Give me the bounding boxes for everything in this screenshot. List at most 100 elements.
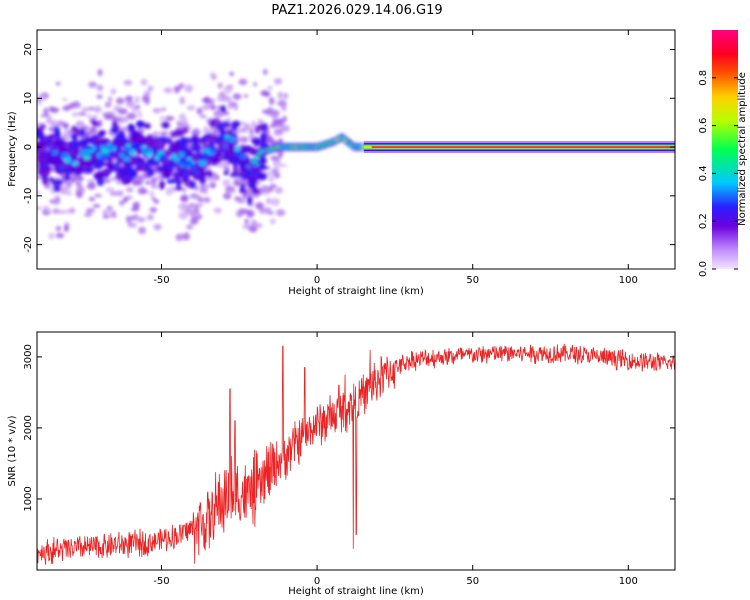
snr-panel: -50 0 50 100 1000 2000 3000 Height of straigh… <box>7 331 676 597</box>
spectrogram-y-label: Frequency (Hz) <box>7 111 18 187</box>
spectrogram-cell <box>94 160 103 170</box>
spectrogram-marks <box>37 68 675 242</box>
spectrogram-cell <box>230 171 238 178</box>
spectrogram-x-tick-label: -50 <box>153 275 169 286</box>
snr-y-axis: 1000 2000 3000 <box>23 344 675 512</box>
snr-x-tick-label: 0 <box>314 576 320 587</box>
spectrogram-cell <box>238 159 246 169</box>
spectrogram-cell <box>223 192 232 200</box>
spectrogram-cell <box>45 206 50 213</box>
spectrogram-cell <box>109 210 117 216</box>
spectrogram-cell <box>137 187 147 195</box>
spectrogram-cell <box>120 178 131 185</box>
spectrogram-cell <box>271 168 280 174</box>
spectrogram-cell <box>179 112 186 121</box>
spectrogram-cell <box>71 161 79 166</box>
spectrogram-cell <box>272 160 282 169</box>
spectrogram-cell <box>85 208 95 214</box>
spectrogram-cell <box>38 96 48 101</box>
spectrogram-cell <box>252 169 263 179</box>
spectrogram-y-tick-label: 10 <box>23 92 34 105</box>
spectrogram-cell <box>79 128 86 138</box>
colorbar: 0.0 0.2 0.4 0.6 0.8 Normalized spectral ampl… <box>698 30 748 277</box>
spectrogram-cell <box>262 91 271 97</box>
spectrogram-cell <box>223 170 229 176</box>
spectrogram-cell <box>104 156 111 161</box>
spectrogram-cell <box>224 135 230 139</box>
spectrogram-cell <box>60 152 69 158</box>
spectrogram-cell <box>191 134 200 144</box>
spectrogram-cell <box>215 152 223 159</box>
spectrogram-cell <box>78 111 86 116</box>
spectrogram-cell <box>234 145 241 152</box>
spectrogram-cell <box>209 104 217 111</box>
snr-y-tick-label: 2000 <box>23 415 34 440</box>
spectrogram-cell <box>140 145 147 150</box>
spectrogram-cell <box>177 160 186 165</box>
spectrogram-cell <box>110 88 117 95</box>
spectrogram-cell <box>281 105 287 111</box>
spectrogram-cell <box>143 122 151 129</box>
spectrogram-cell <box>51 178 63 187</box>
spectrogram-cell <box>101 148 110 154</box>
spectrogram-y-tick-label: -20 <box>23 236 34 252</box>
spectrogram-cell <box>249 127 254 136</box>
spectrogram-cell <box>201 148 207 154</box>
spectrogram-cell <box>157 136 169 143</box>
spectrogram-cell <box>222 144 228 149</box>
spectrogram-cell <box>126 143 131 147</box>
spectrogram-cell <box>92 204 101 208</box>
spectrogram-cell <box>138 226 147 235</box>
spectrogram-cell <box>229 71 234 77</box>
spectrogram-cell <box>130 215 138 221</box>
snr-x-tick-label: -50 <box>153 576 169 587</box>
spectrogram-cell <box>208 177 214 184</box>
spectrogram-cell <box>43 107 49 116</box>
spectrogram-cell <box>238 78 248 86</box>
spectrogram-cell <box>199 183 206 188</box>
spectrogram-cell <box>186 224 194 230</box>
spectrogram-cell <box>209 182 217 189</box>
spectrogram-cell <box>248 180 257 190</box>
spectrogram-cell <box>75 120 85 128</box>
spectrogram-cell <box>182 232 191 241</box>
spectrogram-cell <box>161 121 170 129</box>
spectrogram-cell <box>178 83 185 88</box>
spectrogram-cell <box>93 105 102 113</box>
spectrogram-cell <box>261 188 271 195</box>
spectrogram-cell <box>152 184 161 189</box>
snr-frame <box>36 331 676 571</box>
spectrogram-cell <box>262 69 268 75</box>
spectrogram-y-axis: -20 -10 0 10 20 <box>23 43 675 253</box>
spectrogram-cell <box>122 137 129 146</box>
spectrogram-cell <box>209 119 216 128</box>
spectrogram-cell <box>157 141 166 151</box>
snr-x-axis: -50 0 50 100 <box>153 332 638 587</box>
spectrogram-cell <box>89 126 97 133</box>
spectrogram-cell <box>270 218 276 225</box>
spectrogram-cell <box>281 124 290 133</box>
spectrogram-cell <box>53 185 62 193</box>
spectrogram-cell <box>189 193 200 199</box>
spectrogram-cell <box>246 164 251 169</box>
spectrogram-cell <box>223 138 231 142</box>
spectrogram-cell <box>124 97 133 103</box>
spectrogram-cell <box>278 99 287 107</box>
spectrogram-cell <box>194 213 203 221</box>
spectrogram-cell <box>52 208 60 215</box>
spectrogram-cell <box>110 176 118 181</box>
spectrogram-cell <box>179 163 186 168</box>
spectrogram-cell <box>266 85 273 90</box>
spectrogram-cell <box>278 138 284 144</box>
spectrogram-cell <box>76 176 85 181</box>
spectrogram-cell <box>152 108 162 114</box>
spectrogram-cell <box>173 86 183 91</box>
spectrogram-cell <box>248 225 258 233</box>
spectrogram-cell <box>179 96 186 105</box>
spectrogram-cell <box>127 112 137 120</box>
spectrogram-cell <box>69 140 78 145</box>
spectrogram-cell <box>158 180 166 190</box>
spectrogram-cell <box>359 145 365 149</box>
spectrogram-cell <box>141 94 151 103</box>
spectrogram-cell <box>48 232 55 240</box>
